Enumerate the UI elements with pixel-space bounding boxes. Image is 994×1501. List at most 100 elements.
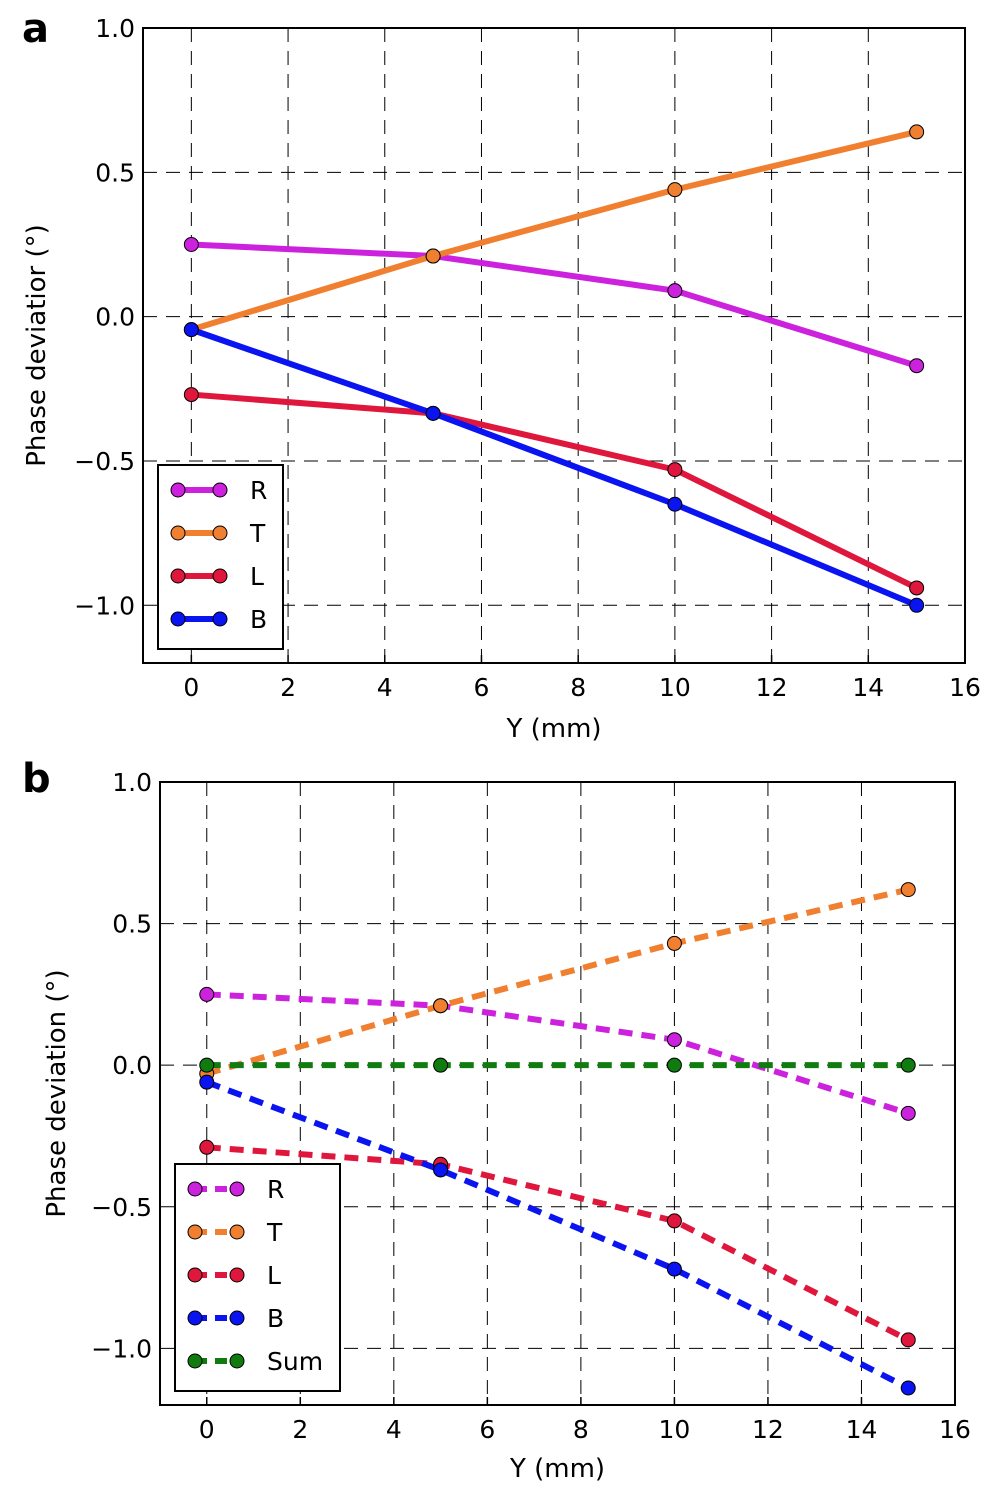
plot-frame — [142, 27, 966, 664]
data-point-R — [909, 358, 925, 374]
legend-marker-B — [212, 611, 228, 627]
legend-marker-L — [212, 568, 228, 584]
legend-label-R: R — [267, 1175, 284, 1204]
data-point-B — [425, 405, 441, 421]
y-axis-label: Phase deviation (°) — [42, 969, 72, 1217]
y-tick-label: −1.0 — [91, 1334, 152, 1363]
legend-marker-B — [229, 1310, 245, 1326]
series-line-L — [206, 1144, 910, 1343]
x-tick-label: 12 — [756, 673, 788, 702]
data-point-L — [900, 1332, 916, 1348]
x-tick-label: 16 — [939, 1415, 971, 1444]
legend-marker-B — [170, 611, 186, 627]
data-point-Sum — [666, 1057, 682, 1073]
data-point-B — [667, 496, 683, 512]
series-line-T — [205, 886, 909, 1077]
y-tick-label: 0.0 — [95, 303, 135, 332]
x-tick-label: 0 — [183, 673, 199, 702]
legend-label-B: B — [250, 605, 267, 634]
series-line-R — [191, 241, 918, 369]
x-axis-label: Y (mm) — [509, 1454, 605, 1484]
x-tick-label: 14 — [846, 1415, 878, 1444]
data-point-B — [900, 1380, 916, 1396]
legend-label-L: L — [250, 562, 264, 591]
x-axis-label: Y (mm) — [505, 714, 601, 744]
y-tick-label: 0.0 — [112, 1051, 152, 1080]
legend-marker-B — [187, 1310, 203, 1326]
legend-label-Sum: Sum — [267, 1347, 323, 1376]
data-point-R — [183, 236, 199, 252]
x-tick-label: 4 — [386, 1415, 402, 1444]
data-point-L — [183, 387, 199, 403]
legend-marker-R — [170, 482, 186, 498]
series-line-T — [190, 128, 918, 333]
data-point-Sum — [900, 1057, 916, 1073]
x-tick-label: 8 — [573, 1415, 589, 1444]
legend-label-R: R — [250, 476, 267, 505]
legend-marker-T — [212, 525, 228, 541]
data-point-Sum — [199, 1057, 215, 1073]
legend-label-L: L — [267, 1261, 281, 1290]
data-point-R — [900, 1105, 916, 1121]
legend-marker-L — [229, 1267, 245, 1283]
x-tick-label: 2 — [280, 673, 296, 702]
series-line-L — [191, 391, 918, 591]
legend-marker-T — [229, 1224, 245, 1240]
panel-label: b — [22, 756, 51, 802]
legend-marker-Sum — [187, 1353, 203, 1369]
x-tick-label: 10 — [659, 673, 691, 702]
y-tick-label: 1.0 — [95, 14, 135, 43]
data-point-B — [909, 597, 925, 613]
x-tick-label: 8 — [570, 673, 586, 702]
data-point-B — [183, 322, 199, 338]
y-tick-label: 0.5 — [112, 910, 152, 939]
x-tick-label: 2 — [292, 1415, 308, 1444]
data-point-T — [900, 882, 916, 898]
legend-label-T: T — [266, 1218, 283, 1247]
data-point-R — [199, 986, 215, 1002]
data-point-T — [667, 182, 683, 198]
data-point-R — [666, 1032, 682, 1048]
y-axis-label: Phase deviatior (°) — [22, 224, 52, 467]
chart-panel-b: b 0 2 4 6 8 10 12 14 16 1.0 0.5 0.0 −0.5 −1.0 Y (mm) Pha… — [22, 756, 971, 1484]
y-tick-label: 1.0 — [112, 768, 152, 797]
data-point-L — [909, 580, 925, 596]
legend-label-T: T — [249, 519, 266, 548]
series-line-R — [206, 991, 910, 1117]
legend-marker-T — [170, 525, 186, 541]
y-tick-label: 0.5 — [95, 158, 135, 187]
legend-marker-R — [212, 482, 228, 498]
x-tick-label: 0 — [199, 1415, 215, 1444]
data-point-T — [433, 998, 449, 1014]
legend-marker-Sum — [229, 1353, 245, 1369]
y-tick-label: −1.0 — [74, 591, 135, 620]
x-tick-label: 14 — [852, 673, 884, 702]
data-point-Sum — [433, 1057, 449, 1073]
y-tick-label: −0.5 — [91, 1193, 152, 1222]
y-tick-label: −0.5 — [74, 447, 135, 476]
series-line-B — [190, 326, 918, 609]
legend-label-B: B — [267, 1304, 284, 1333]
legend-marker-T — [187, 1224, 203, 1240]
x-tick-label: 4 — [377, 673, 393, 702]
data-point-B — [666, 1261, 682, 1277]
panel-label: a — [22, 6, 49, 52]
x-tick-label: 6 — [479, 1415, 495, 1444]
data-point-B — [199, 1074, 215, 1090]
x-tick-label: 12 — [752, 1415, 784, 1444]
legend-marker-L — [187, 1267, 203, 1283]
data-point-T — [909, 124, 925, 140]
legend-marker-L — [170, 568, 186, 584]
data-point-T — [666, 935, 682, 951]
x-tick-label: 6 — [474, 673, 490, 702]
data-point-B — [433, 1162, 449, 1178]
x-tick-label: 10 — [659, 1415, 691, 1444]
plot-frame — [159, 781, 956, 1406]
legend-marker-R — [229, 1181, 245, 1197]
data-point-T — [425, 248, 441, 264]
series-line-B — [205, 1079, 910, 1391]
data-point-L — [667, 462, 683, 478]
